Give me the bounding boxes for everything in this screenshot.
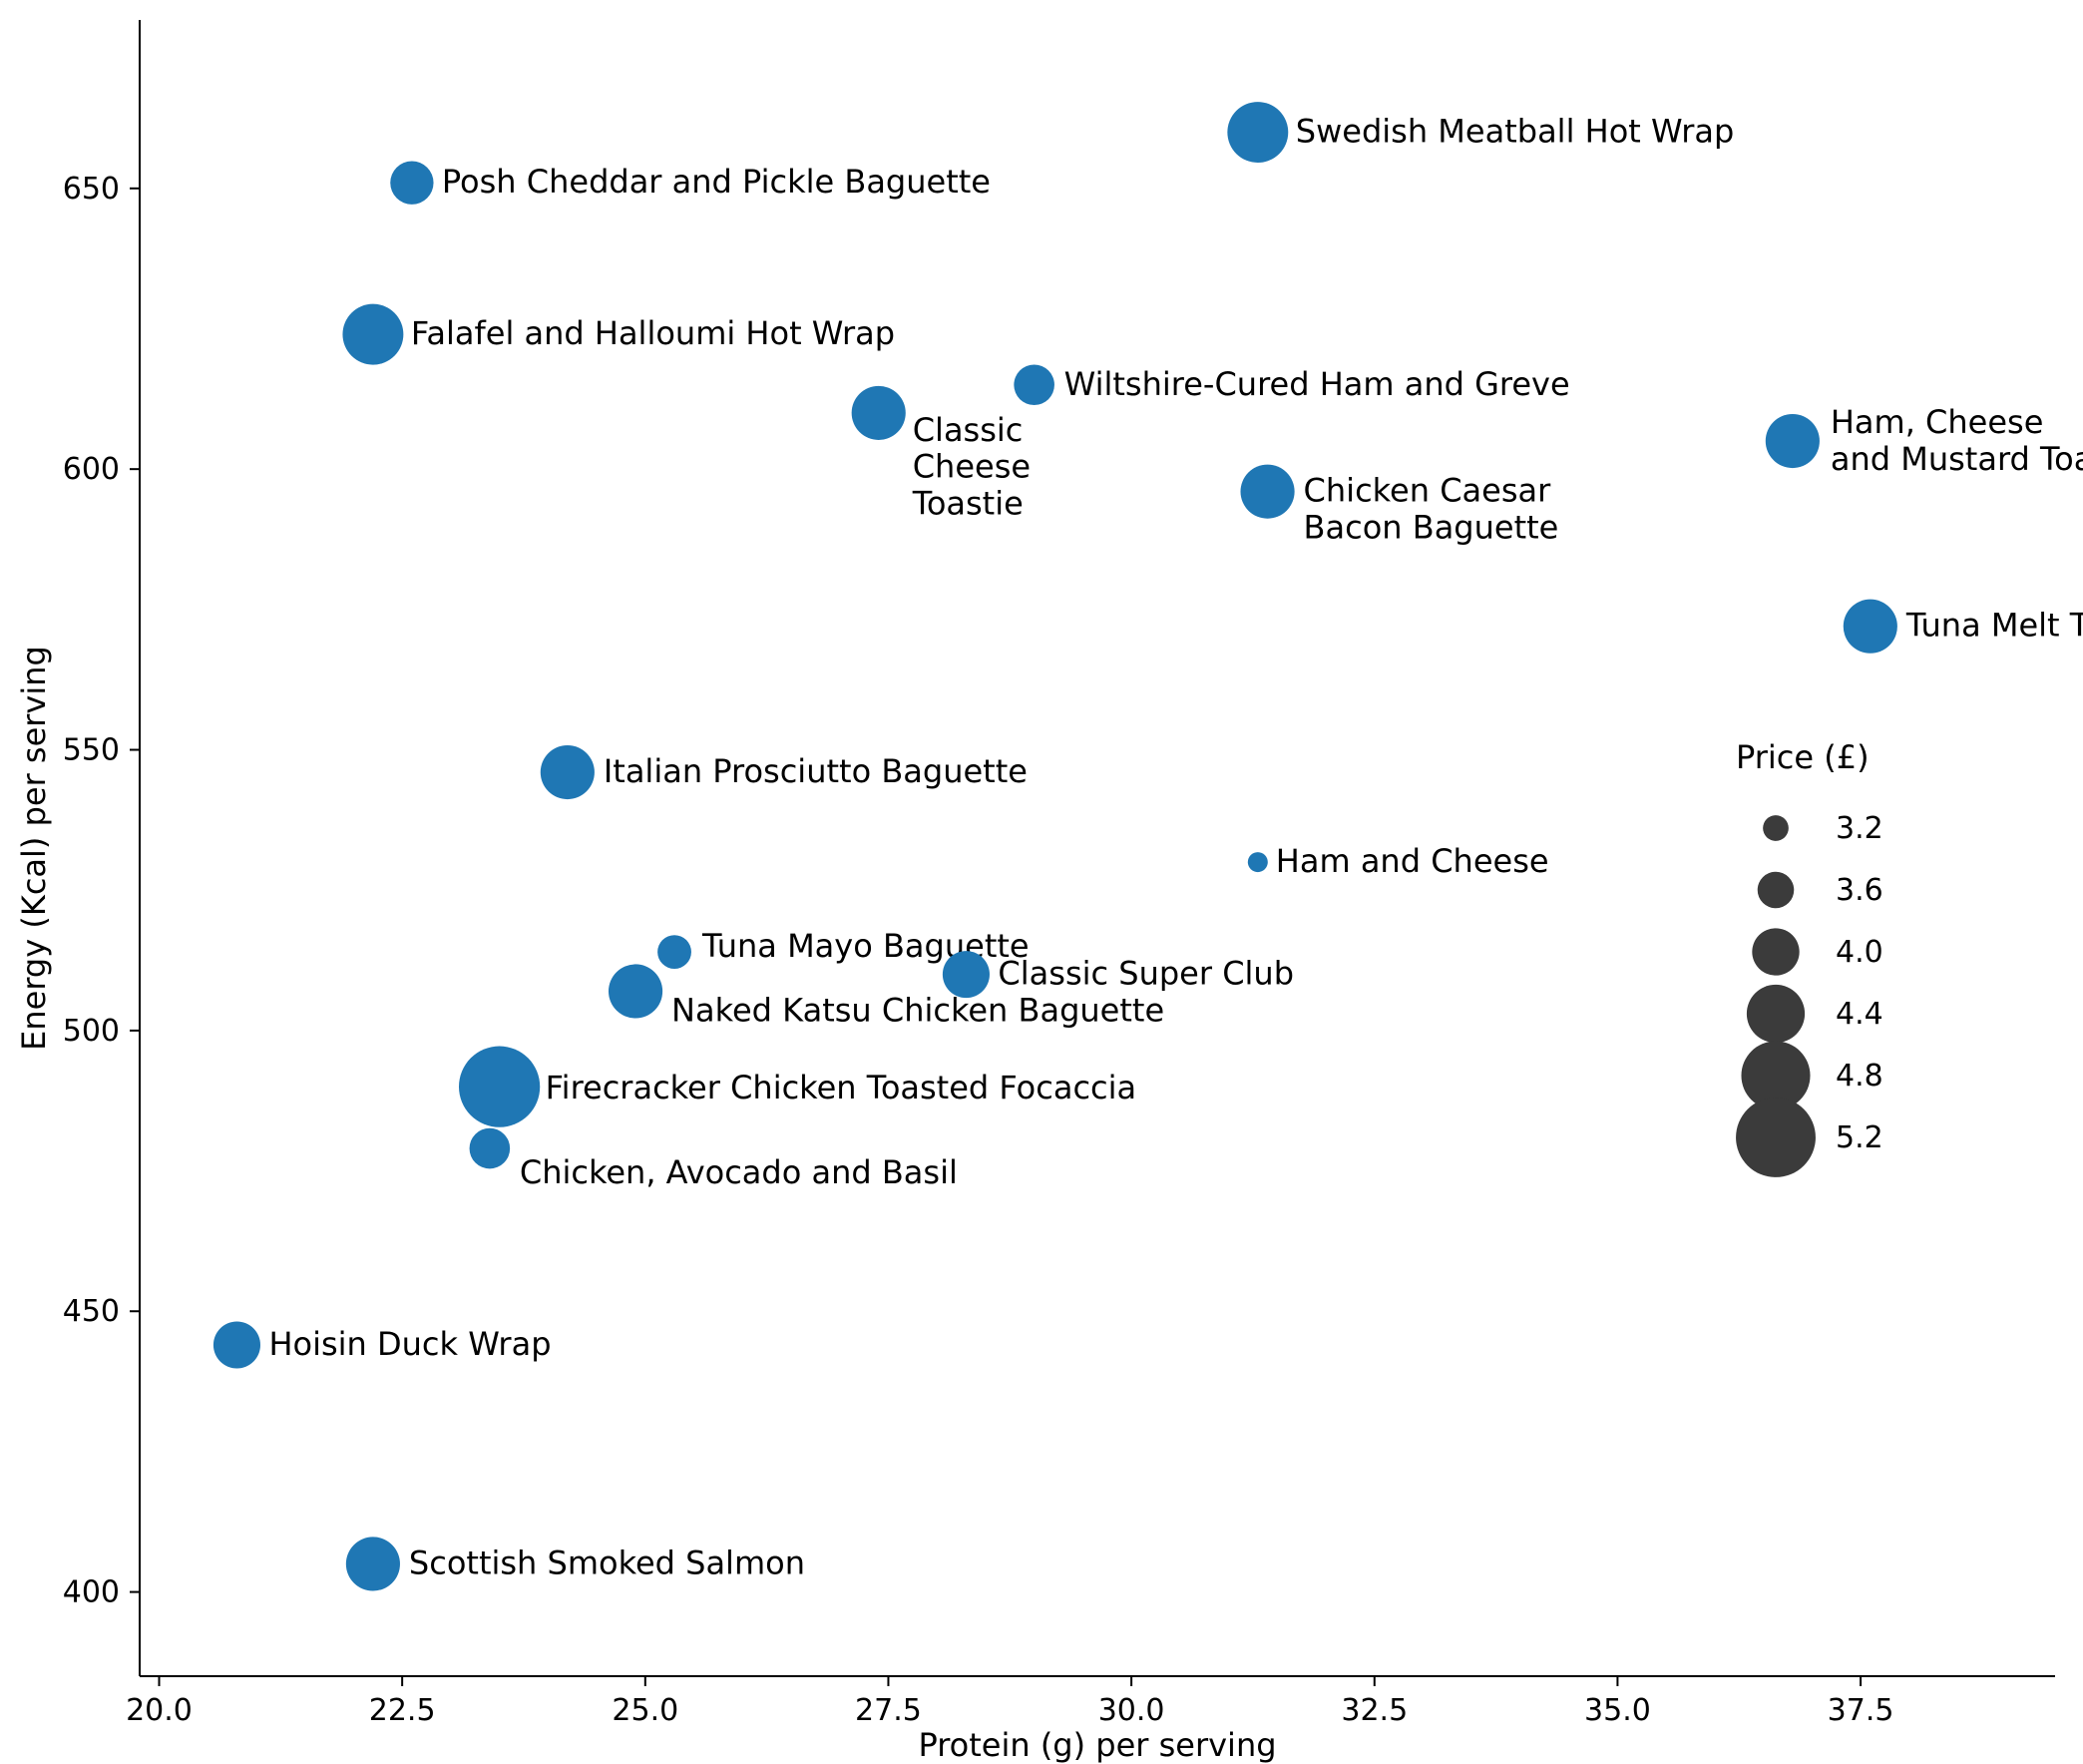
- legend-entry-label: 4.4: [1836, 997, 1883, 1032]
- data-point-label: Ham and Cheese: [1276, 842, 1549, 880]
- scatter-chart: 20.0 22.5 25.0 27.5 30.0 32.5 35.0 37.5 400 450 50…: [0, 0, 2083, 1764]
- data-point: [342, 304, 403, 365]
- data-point-label: Toastie: [912, 484, 1024, 522]
- y-tick-label: 400: [63, 1575, 120, 1610]
- data-point-label: Falafel and Halloumi Hot Wrap: [411, 314, 895, 352]
- legend-marker: [1736, 1098, 1816, 1177]
- data-point-label: Swedish Meatball Hot Wrap: [1296, 113, 1734, 151]
- data-point: [1014, 364, 1054, 405]
- x-tick-label: 25.0: [612, 1693, 678, 1728]
- legend-marker: [1763, 815, 1789, 841]
- data-point: [1248, 852, 1268, 872]
- x-tick-label: 20.0: [126, 1693, 193, 1728]
- data-point-label: Classic: [913, 411, 1024, 449]
- data-point: [609, 964, 662, 1018]
- data-point-label: Hoisin Duck Wrap: [268, 1325, 551, 1363]
- y-axis-label: Energy (Kcal) per serving: [15, 646, 53, 1051]
- data-point-label: Chicken Caesar: [1304, 472, 1552, 510]
- legend-entry-label: 5.2: [1836, 1120, 1883, 1155]
- data-point: [470, 1128, 511, 1169]
- data-point-label: Tuna Melt Toastie: [1905, 607, 2083, 645]
- x-tick-label: 32.5: [1341, 1693, 1408, 1728]
- legend-entry-label: 4.0: [1836, 935, 1883, 970]
- data-point: [657, 935, 691, 969]
- data-point-label: Wiltshire-Cured Ham and Greve: [1064, 365, 1570, 403]
- legend-marker: [1752, 928, 1799, 975]
- data-point-label: Italian Prosciutto Baguette: [604, 752, 1028, 790]
- data-point-label: Posh Cheddar and Pickle Baguette: [442, 163, 991, 201]
- data-point: [213, 1321, 260, 1368]
- data-point-label: Naked Katsu Chicken Baguette: [671, 991, 1164, 1029]
- data-point: [390, 162, 433, 205]
- y-tick-label: 600: [63, 452, 120, 487]
- data-point-label: Classic Super Club: [998, 955, 1294, 993]
- data-point-label: Cheese: [913, 448, 1031, 486]
- data-point-label: Scottish Smoked Salmon: [409, 1544, 805, 1581]
- y-tick-label: 450: [63, 1294, 120, 1329]
- data-point-label: Chicken, Avocado and Basil: [520, 1153, 958, 1191]
- legend-entry-label: 3.6: [1836, 873, 1883, 908]
- legend-entry-label: 4.8: [1836, 1059, 1883, 1094]
- data-point: [541, 745, 595, 799]
- data-point: [1240, 465, 1294, 519]
- x-tick-label: 22.5: [369, 1693, 436, 1728]
- data-point: [1227, 102, 1288, 163]
- data-point: [1766, 414, 1820, 468]
- data-point-label: Firecracker Chicken Toasted Focaccia: [546, 1069, 1137, 1106]
- legend-entry-label: 3.2: [1836, 811, 1883, 846]
- data-point-label: Ham, Cheese: [1831, 403, 2044, 441]
- data-point: [1844, 600, 1897, 654]
- data-point: [346, 1537, 400, 1590]
- y-tick-label: 550: [63, 733, 120, 768]
- x-tick-label: 37.5: [1828, 1693, 1894, 1728]
- y-tick-label: 650: [63, 172, 120, 207]
- legend-title: Price (£): [1736, 738, 1870, 776]
- x-axis-label: Protein (g) per serving: [918, 1726, 1276, 1764]
- x-tick-label: 27.5: [855, 1693, 922, 1728]
- x-tick-label: 30.0: [1098, 1693, 1165, 1728]
- y-tick-label: 500: [63, 1014, 120, 1049]
- chart-svg: 20.0 22.5 25.0 27.5 30.0 32.5 35.0 37.5 400 450 50…: [0, 0, 2083, 1764]
- data-point: [459, 1047, 540, 1127]
- data-point-label: Bacon Baguette: [1304, 508, 1559, 546]
- data-point-label: and Mustard Toastie: [1831, 440, 2083, 478]
- x-tick-label: 35.0: [1584, 1693, 1651, 1728]
- legend-marker: [1758, 872, 1795, 909]
- data-point: [852, 386, 906, 440]
- legend-marker: [1747, 985, 1805, 1043]
